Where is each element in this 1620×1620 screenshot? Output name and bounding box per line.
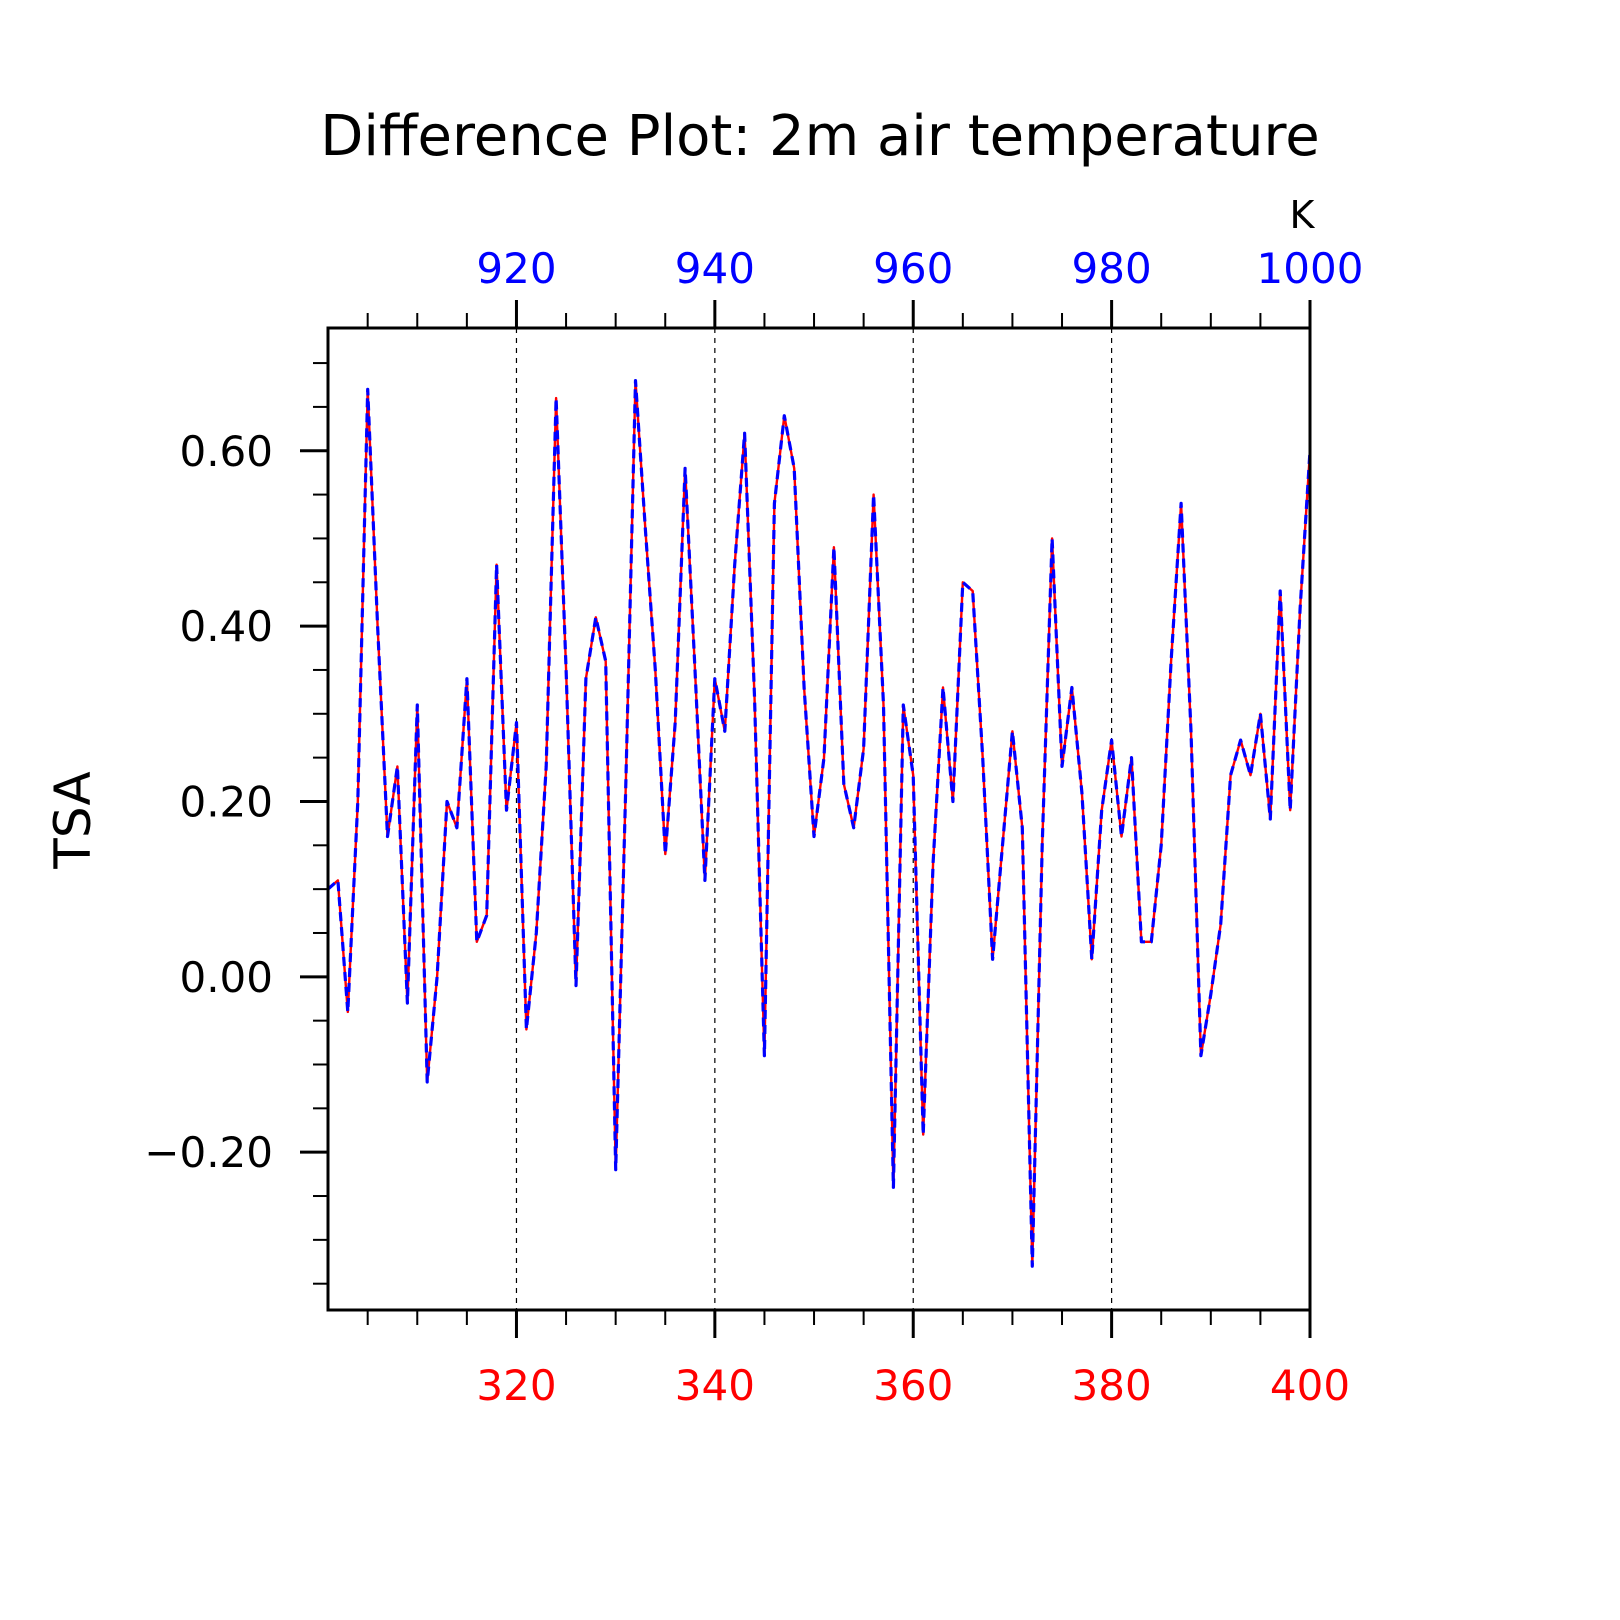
- y-tick-label: 0.00: [179, 953, 273, 1002]
- x-top-tick-label: 1000: [1257, 244, 1364, 293]
- x-tick-label: 360: [873, 1361, 953, 1410]
- x-tick-label: 380: [1072, 1361, 1152, 1410]
- x-tick-label: 400: [1270, 1361, 1350, 1410]
- x-top-tick-label: 920: [476, 244, 556, 293]
- x-top-tick-label: 940: [675, 244, 755, 293]
- y-tick-label: −0.20: [144, 1128, 273, 1177]
- units-label: K: [1290, 193, 1316, 237]
- major-ticks: [300, 300, 1312, 1338]
- y-tick-label: 0.40: [179, 602, 273, 651]
- x-tick-label: 340: [675, 1361, 755, 1410]
- series-line-blue: [326, 379, 1312, 1268]
- y-tick-label: 0.60: [179, 427, 273, 476]
- x-top-tick-label: 960: [873, 244, 953, 293]
- x-tick-label: 320: [476, 1361, 556, 1410]
- series-lines: [326, 379, 1312, 1268]
- chart-title: Difference Plot: 2m air temperature: [320, 104, 1319, 169]
- plot-frame: [326, 326, 1312, 1312]
- minor-ticks: [313, 313, 1262, 1325]
- y-tick-label: 0.20: [179, 777, 273, 826]
- x-top-tick-label: 980: [1072, 244, 1152, 293]
- series-line-red: [327, 379, 1312, 1268]
- y-axis-label: TSA: [44, 771, 102, 869]
- tick-labels: 320 920 340 940 360 960 380 980 400 1000 −0.20 0.00…: [144, 244, 1363, 1410]
